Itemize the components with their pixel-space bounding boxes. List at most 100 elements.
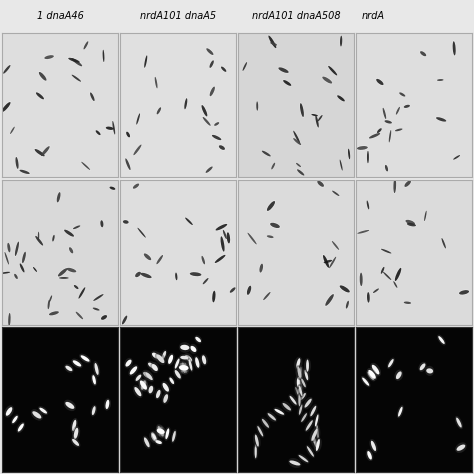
Ellipse shape	[383, 271, 392, 281]
Ellipse shape	[161, 381, 171, 393]
Ellipse shape	[141, 382, 146, 388]
Ellipse shape	[155, 388, 162, 400]
Ellipse shape	[369, 439, 378, 453]
Ellipse shape	[318, 114, 323, 122]
Ellipse shape	[366, 150, 369, 164]
Ellipse shape	[296, 163, 301, 167]
Ellipse shape	[242, 62, 247, 72]
Ellipse shape	[246, 285, 252, 296]
Ellipse shape	[367, 151, 369, 164]
Ellipse shape	[384, 119, 392, 124]
Ellipse shape	[146, 373, 153, 380]
Ellipse shape	[435, 117, 447, 122]
Ellipse shape	[256, 101, 258, 111]
Ellipse shape	[385, 165, 388, 172]
Ellipse shape	[74, 285, 79, 289]
Ellipse shape	[453, 155, 460, 160]
Ellipse shape	[393, 178, 396, 193]
Ellipse shape	[216, 224, 227, 230]
Ellipse shape	[81, 162, 90, 170]
Ellipse shape	[147, 361, 156, 370]
Ellipse shape	[166, 353, 175, 365]
Ellipse shape	[72, 439, 79, 446]
Ellipse shape	[100, 220, 103, 227]
Ellipse shape	[201, 105, 207, 117]
Ellipse shape	[122, 219, 129, 224]
Ellipse shape	[332, 191, 339, 196]
Ellipse shape	[66, 268, 76, 273]
Ellipse shape	[317, 180, 325, 188]
Ellipse shape	[155, 426, 166, 437]
Ellipse shape	[316, 439, 320, 451]
Ellipse shape	[18, 423, 24, 431]
Ellipse shape	[193, 356, 201, 369]
Ellipse shape	[300, 102, 304, 118]
Ellipse shape	[441, 238, 446, 248]
Ellipse shape	[79, 354, 91, 363]
Ellipse shape	[311, 428, 318, 441]
Ellipse shape	[317, 181, 324, 187]
Ellipse shape	[300, 103, 304, 117]
Ellipse shape	[173, 357, 181, 370]
Ellipse shape	[125, 158, 130, 170]
Ellipse shape	[92, 406, 96, 415]
Ellipse shape	[91, 405, 97, 417]
Ellipse shape	[8, 313, 10, 327]
Ellipse shape	[151, 432, 156, 441]
Ellipse shape	[459, 290, 469, 295]
Ellipse shape	[35, 91, 45, 100]
Ellipse shape	[315, 115, 319, 128]
Ellipse shape	[322, 254, 330, 269]
Ellipse shape	[282, 401, 292, 412]
Ellipse shape	[331, 190, 340, 197]
Ellipse shape	[133, 145, 142, 155]
Ellipse shape	[144, 55, 147, 68]
Ellipse shape	[38, 71, 47, 82]
Ellipse shape	[71, 74, 82, 82]
Ellipse shape	[72, 426, 80, 441]
Ellipse shape	[296, 163, 301, 167]
Ellipse shape	[436, 117, 447, 122]
Ellipse shape	[180, 362, 188, 374]
Ellipse shape	[389, 130, 391, 143]
Ellipse shape	[215, 223, 228, 231]
Ellipse shape	[356, 146, 369, 151]
Ellipse shape	[253, 433, 261, 448]
Ellipse shape	[14, 274, 18, 279]
Ellipse shape	[158, 426, 164, 437]
Ellipse shape	[307, 446, 314, 457]
Ellipse shape	[136, 374, 141, 381]
Ellipse shape	[185, 218, 193, 225]
Ellipse shape	[370, 363, 381, 376]
Ellipse shape	[123, 220, 128, 224]
Ellipse shape	[367, 372, 374, 380]
Ellipse shape	[314, 413, 320, 428]
Ellipse shape	[366, 292, 370, 303]
Ellipse shape	[261, 417, 270, 429]
Ellipse shape	[209, 60, 214, 69]
Ellipse shape	[201, 104, 208, 118]
Ellipse shape	[375, 78, 384, 86]
Ellipse shape	[384, 164, 389, 172]
Ellipse shape	[243, 62, 247, 71]
Ellipse shape	[367, 201, 369, 210]
Ellipse shape	[437, 79, 444, 81]
Ellipse shape	[152, 434, 157, 441]
Ellipse shape	[299, 404, 302, 415]
Ellipse shape	[299, 386, 302, 396]
Ellipse shape	[7, 243, 10, 252]
Ellipse shape	[337, 95, 346, 102]
Ellipse shape	[371, 441, 376, 451]
Ellipse shape	[395, 128, 402, 131]
Ellipse shape	[136, 113, 140, 125]
Text: nrdA: nrdA	[361, 11, 384, 21]
Ellipse shape	[266, 235, 274, 238]
Ellipse shape	[268, 35, 277, 49]
Ellipse shape	[403, 104, 410, 109]
Ellipse shape	[58, 268, 67, 276]
Ellipse shape	[181, 363, 186, 373]
Ellipse shape	[289, 460, 301, 465]
Ellipse shape	[184, 217, 193, 226]
Ellipse shape	[135, 271, 141, 278]
Ellipse shape	[299, 392, 307, 402]
